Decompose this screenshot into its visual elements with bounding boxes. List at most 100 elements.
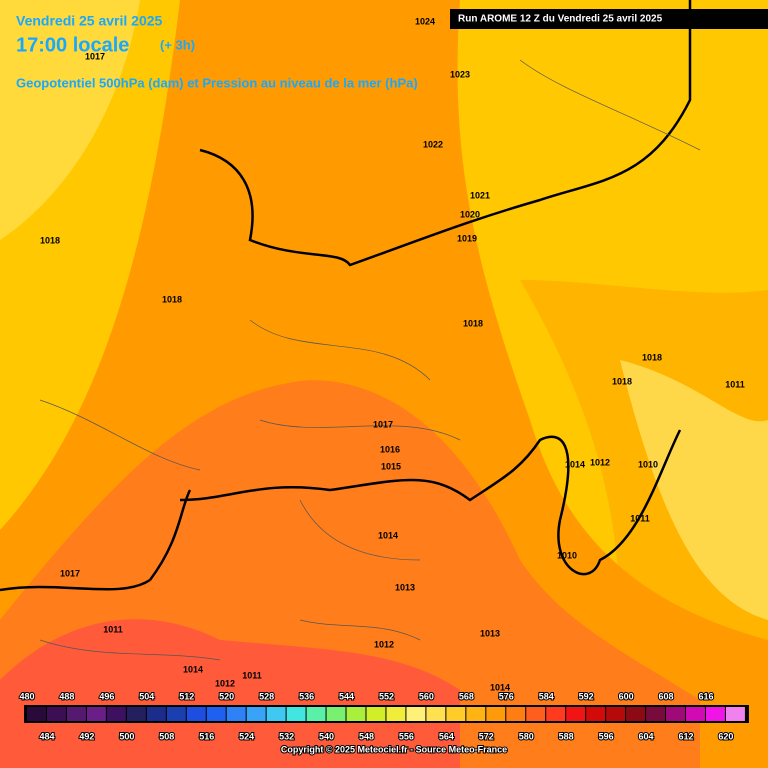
date-label: Vendredi 25 avril 2025 <box>16 13 163 29</box>
colorbar-label: 556 <box>399 731 414 741</box>
colorbar-label: 616 <box>698 691 713 701</box>
colorbar-label: 584 <box>539 691 554 701</box>
coastline <box>199 0 692 267</box>
colorbar-swatch <box>486 707 506 721</box>
colorbar-label: 480 <box>19 691 34 701</box>
isobar-label: 1017 <box>373 419 393 429</box>
colorbar-label: 552 <box>379 691 394 701</box>
field-zone <box>620 360 768 620</box>
isobar-label: 1011 <box>630 513 650 523</box>
colorbar-swatch <box>586 707 606 721</box>
field-zone <box>0 619 460 768</box>
isobar-label: 1011 <box>242 670 262 680</box>
isobar-label: 1017 <box>85 51 105 61</box>
colorbar-label: 488 <box>59 691 74 701</box>
coastline <box>0 489 192 592</box>
colorbar-label: 544 <box>339 691 354 701</box>
time-label: 17:00 locale <box>16 34 129 56</box>
colorbar-swatch <box>246 707 266 721</box>
colorbar-label: 572 <box>479 731 494 741</box>
colorbar: 480 484 488 492 496 500 504 508 512 516 520 524 528 5… <box>18 690 749 742</box>
isobar-label: 1018 <box>642 352 662 362</box>
isobar-label: 1019 <box>457 233 477 243</box>
colorbar-label: 588 <box>559 731 574 741</box>
isobar-label: 1020 <box>460 209 480 219</box>
colorbar-swatch <box>146 707 166 721</box>
colorbar-swatch <box>186 707 206 721</box>
isobar-label: 1018 <box>162 294 182 304</box>
isobar-label: 1018 <box>40 235 60 245</box>
subtitle: Geopotentiel 500hPa (dam) et Pression au… <box>16 75 418 90</box>
isobar-label: 1024 <box>415 16 435 26</box>
isobar-label: 1015 <box>381 461 401 471</box>
colorbar-label: 524 <box>239 731 254 741</box>
colorbar-label: 568 <box>459 691 474 701</box>
colorbar-swatch <box>27 707 46 721</box>
border-line <box>39 59 701 561</box>
colorbar-label: 608 <box>659 691 674 701</box>
colorbar-label: 532 <box>279 731 294 741</box>
colorbar-swatch <box>506 707 526 721</box>
coastline <box>179 429 682 576</box>
colorbar-label: 600 <box>619 691 634 701</box>
colorbar-swatch <box>46 707 66 721</box>
isobar-label: 1022 <box>423 139 443 149</box>
run-banner <box>450 9 768 29</box>
colorbar-swatch <box>106 707 126 721</box>
colorbar-label: 560 <box>419 691 434 701</box>
colorbar-swatch <box>86 707 106 721</box>
isobar-label: 1010 <box>557 550 577 560</box>
isobar-label: 1012 <box>215 678 235 688</box>
colorbar-swatch <box>366 707 386 721</box>
isobar-label: 1018 <box>612 376 632 386</box>
colorbar-swatch <box>306 707 326 721</box>
isobar-label: 1012 <box>374 639 394 649</box>
colorbar-label: 612 <box>678 731 693 741</box>
isobar-label: 1017 <box>60 568 80 578</box>
colorbar-label: 580 <box>519 731 534 741</box>
isobar-labels: 1024 1017 1023 1022 1021 1020 1019 1018 1018 1018… <box>40 16 745 692</box>
colorbar-label: 564 <box>439 731 454 741</box>
colorbar-label: 508 <box>159 731 174 741</box>
colorbar-swatch <box>666 707 686 721</box>
colorbar-swatch <box>126 707 146 721</box>
colorbar-swatch <box>646 707 666 721</box>
isobar-label: 1023 <box>450 69 470 79</box>
isobar-label: 1013 <box>395 582 415 592</box>
colorbar-label: 496 <box>99 691 114 701</box>
isobar-label: 1013 <box>480 628 500 638</box>
colorbar-swatch <box>206 707 226 721</box>
colorbar-swatch <box>226 707 246 721</box>
offset-label: (+ 3h) <box>160 37 195 52</box>
isobar-label: 1011 <box>103 624 123 634</box>
colorbar-swatch <box>66 707 86 721</box>
colorbar-swatch <box>606 707 626 721</box>
run-label: Run AROME 12 Z du Vendredi 25 avril 2025 <box>458 14 663 25</box>
field-zone <box>0 0 140 240</box>
colorbar-swatch <box>386 707 406 721</box>
colorbar-label: 540 <box>319 731 334 741</box>
colorbar-label: 484 <box>39 731 54 741</box>
relief-contour <box>39 619 421 661</box>
colorbar-label: 504 <box>139 691 154 701</box>
colorbar-swatch <box>346 707 366 721</box>
colorbar-label: 548 <box>359 731 374 741</box>
colorbar-label: 536 <box>299 691 314 701</box>
copyright: Copyright © 2025 Meteociel.fr - Source M… <box>281 744 507 754</box>
colorbar-swatch <box>286 707 306 721</box>
isobar-label: 1014 <box>378 530 398 540</box>
isobar-label: 1014 <box>490 682 510 692</box>
colorbar-label: 528 <box>259 691 274 701</box>
colorbar-label: 576 <box>499 691 514 701</box>
isobar-label: 1018 <box>463 318 483 328</box>
isobar-label: 1011 <box>725 379 745 389</box>
isobar-label: 1014 <box>183 664 203 674</box>
isobar-label: 1014 <box>565 459 585 469</box>
colorbar-label: 500 <box>119 731 134 741</box>
colorbar-swatch <box>266 707 286 721</box>
isobar-label: 1010 <box>638 459 658 469</box>
colorbar-swatch <box>546 707 566 721</box>
colorbar-swatch <box>526 707 546 721</box>
colorbar-label: 492 <box>79 731 94 741</box>
